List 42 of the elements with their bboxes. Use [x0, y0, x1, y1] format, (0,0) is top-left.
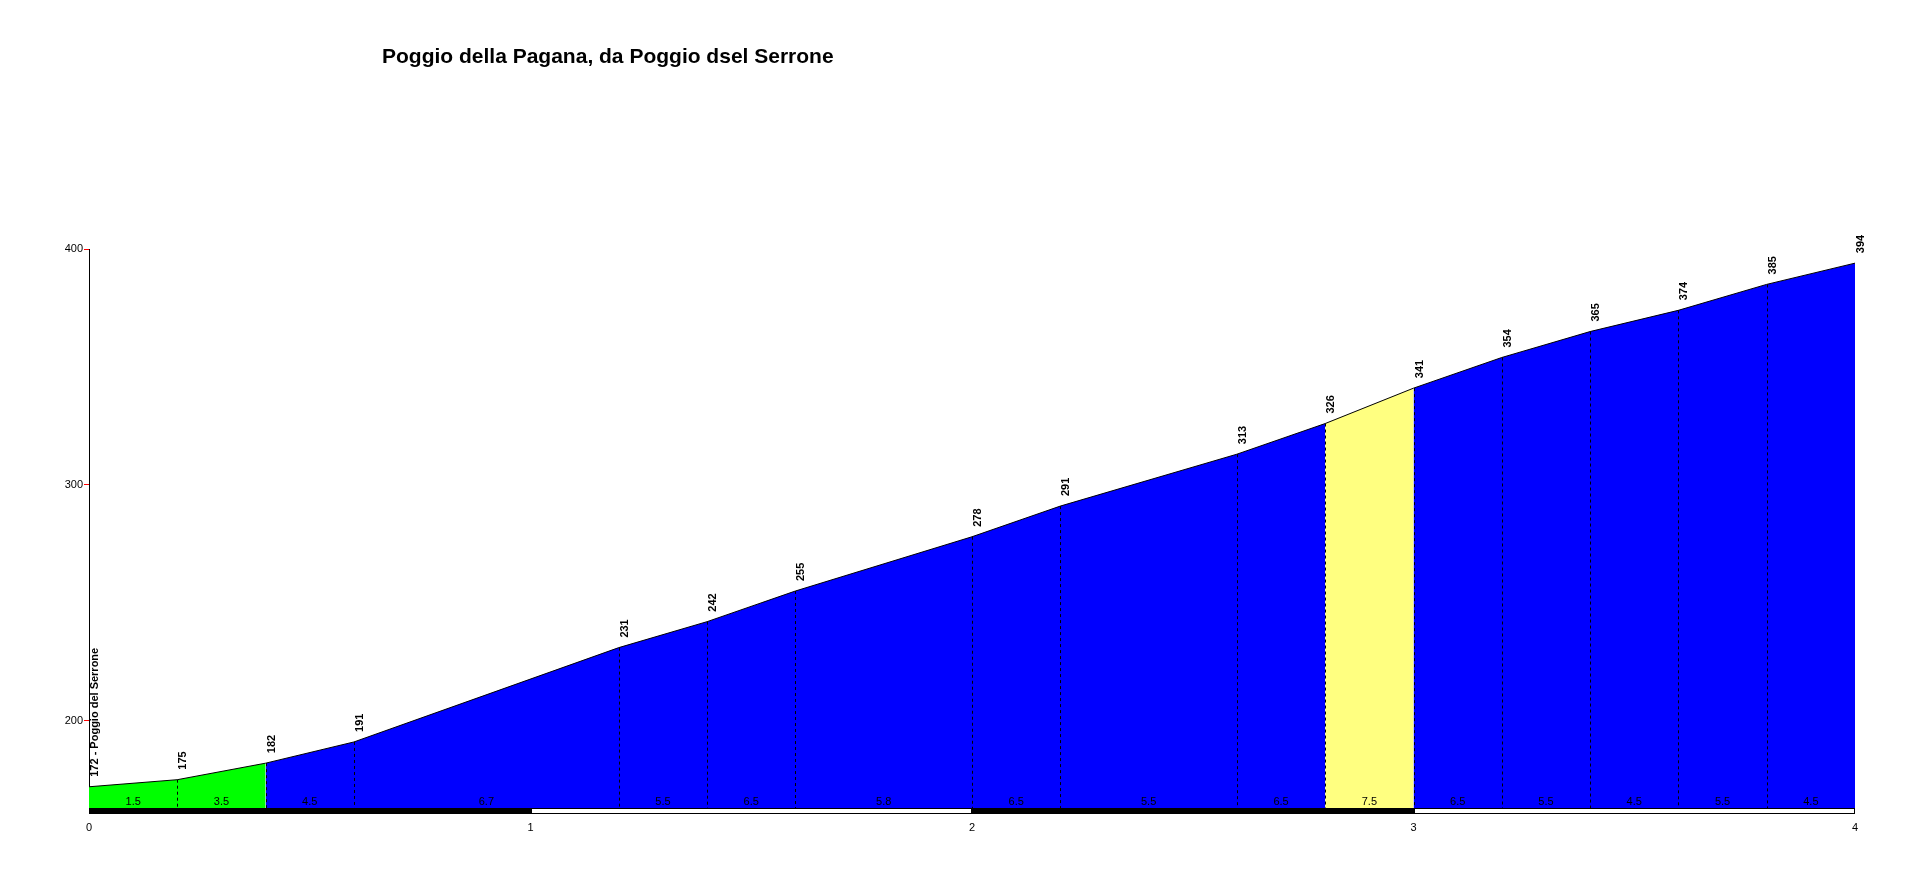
annotation: 5.8: [876, 794, 892, 807]
data-label: 394: [1854, 233, 1867, 254]
data-label: 385: [1765, 256, 1778, 275]
data-label: 172 - Poggio del Serrone: [88, 647, 101, 777]
data-label: 175: [176, 751, 189, 770]
data-label: 326: [1324, 395, 1337, 414]
data-label: 278: [971, 508, 984, 527]
x-tick-label: 3: [1410, 820, 1417, 833]
y-tick-label: 300: [64, 477, 83, 490]
annotation: 6.5: [743, 794, 759, 807]
annotation: 5.5: [1714, 794, 1731, 807]
y-tick-label: 400: [64, 242, 83, 255]
annotation: 7.5: [1361, 794, 1377, 807]
annotation: 4.5: [302, 794, 318, 807]
x-tick-label: 1: [527, 820, 534, 833]
annotation: 4.5: [1626, 794, 1642, 807]
data-label: 182: [264, 734, 277, 754]
data-label: 365: [1589, 303, 1602, 322]
annotation: 1.5: [125, 794, 141, 807]
annotation: 4.5: [1803, 794, 1819, 807]
annotation: 6.5: [1273, 794, 1289, 807]
data-label: 191: [352, 713, 365, 732]
data-label: 374: [1677, 281, 1690, 301]
data-label: 341: [1412, 359, 1425, 379]
annotation: 5.5: [1538, 794, 1554, 807]
annotation: 3.5: [213, 794, 230, 807]
annotation: 5.5: [1140, 794, 1157, 807]
annotation: 5.5: [655, 794, 671, 807]
x-tick-label: 0: [85, 820, 93, 833]
data-label: 242: [706, 593, 719, 612]
data-label: 354: [1500, 328, 1513, 348]
y-tick-label: 200: [64, 713, 83, 726]
x-tick-label: 4: [1851, 820, 1859, 833]
data-label: 231: [617, 619, 630, 638]
annotation: 6.5: [1450, 794, 1466, 807]
annotation: 6.5: [1008, 794, 1024, 807]
annotation: 6.7: [478, 794, 494, 807]
x-tick-label: 2: [968, 820, 976, 833]
data-label: 255: [794, 562, 807, 581]
data-label: 291: [1059, 477, 1072, 497]
data-label: 313: [1235, 425, 1248, 445]
chart-title: Poggio della Pagana, da Poggio dsel Serrone: [382, 44, 834, 67]
